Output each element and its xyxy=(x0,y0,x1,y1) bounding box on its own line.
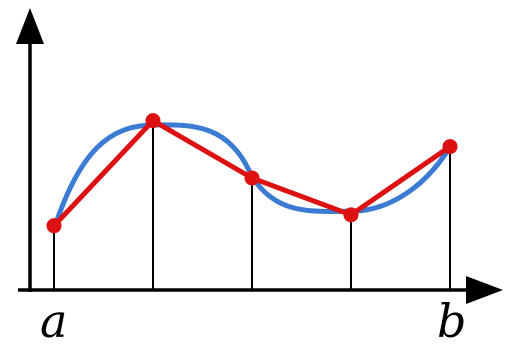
sample-point-4 xyxy=(442,139,458,155)
sample-point-1 xyxy=(145,113,161,129)
x-axis-arrow-icon xyxy=(466,276,503,304)
sample-point-0 xyxy=(46,218,62,234)
label-a: a xyxy=(40,294,67,347)
y-axis-arrow-icon xyxy=(16,8,44,44)
sample-point-3 xyxy=(343,207,359,223)
sample-point-2 xyxy=(244,170,260,186)
label-b: b xyxy=(437,294,466,347)
partition-lines xyxy=(53,120,451,290)
sample-points xyxy=(46,113,458,234)
